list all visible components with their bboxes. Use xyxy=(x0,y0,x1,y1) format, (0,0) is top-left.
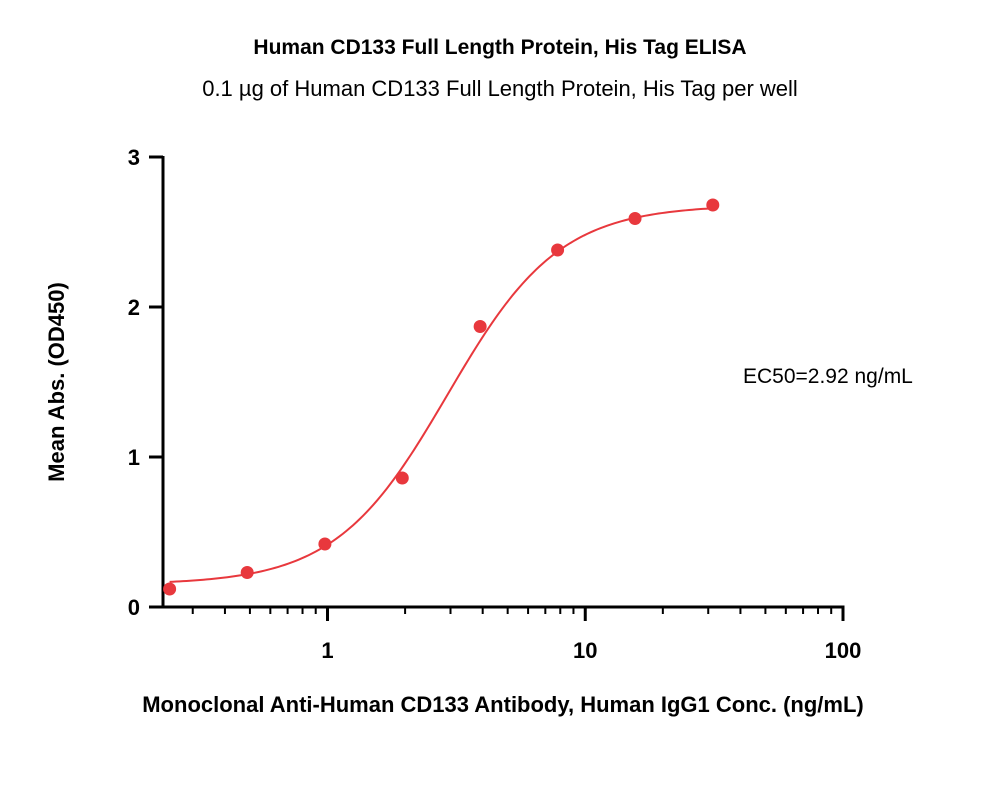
data-point xyxy=(473,320,487,333)
fit-curve xyxy=(169,207,713,583)
data-point xyxy=(163,582,177,596)
data-point xyxy=(240,566,254,579)
data-points xyxy=(163,198,720,596)
y-tick-label: 1 xyxy=(128,445,140,470)
ec50-annotation: EC50=2.92 ng/mL xyxy=(743,365,913,388)
tick-labels: 0 1 2 3 1 10 100 xyxy=(128,145,862,663)
data-point xyxy=(318,537,332,551)
y-tick-label: 0 xyxy=(128,595,140,620)
x-tick-label: 1 xyxy=(321,638,333,663)
data-point xyxy=(395,471,409,485)
x-axis-label: Monoclonal Anti-Human CD133 Antibody, Hu… xyxy=(142,692,864,717)
y-tick-label: 2 xyxy=(128,295,140,320)
chart-title: Human CD133 Full Length Protein, His Tag… xyxy=(253,36,747,59)
axes xyxy=(149,155,845,621)
y-tick-label: 3 xyxy=(128,145,140,170)
data-point xyxy=(628,212,642,225)
data-point xyxy=(706,198,720,212)
x-tick-label: 100 xyxy=(825,638,862,663)
chart-subtitle: 0.1 µg of Human CD133 Full Length Protei… xyxy=(202,76,798,101)
x-tick-label: 10 xyxy=(573,638,597,663)
y-axis-label: Mean Abs. (OD450) xyxy=(44,282,69,482)
data-point xyxy=(551,243,565,257)
